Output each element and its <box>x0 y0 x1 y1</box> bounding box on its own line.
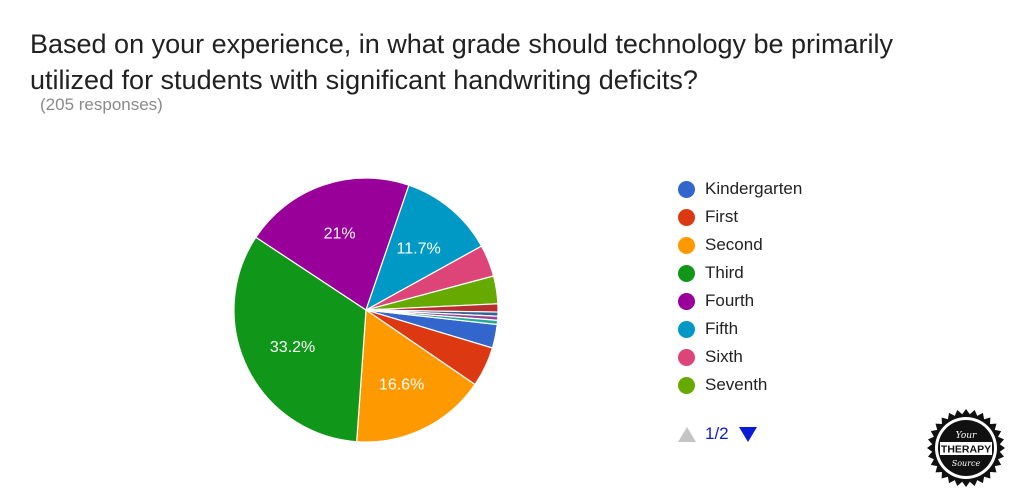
legend-dot <box>678 292 695 310</box>
pie-slice-second[interactable] <box>356 308 476 443</box>
pie-slices <box>233 177 499 443</box>
legend-dot <box>678 264 695 282</box>
legend-dot <box>678 236 695 254</box>
triangle-up-icon[interactable] <box>678 426 696 442</box>
legend-item-first[interactable]: First <box>678 203 802 231</box>
response-count: (205 responses) <box>40 95 163 114</box>
chart-legend: Kindergarten First Second Third Fourth F… <box>678 175 802 399</box>
legend-item-second[interactable]: Second <box>678 231 802 259</box>
pie-slice-labels: 16.6% 33.2% 21% 11.7% <box>270 226 441 394</box>
legend-label: Kindergarten <box>705 179 803 198</box>
pie-slice-fifth[interactable] <box>364 184 483 312</box>
legend-item-sixth[interactable]: Sixth <box>678 343 802 371</box>
legend-item-third[interactable]: Third <box>678 259 802 287</box>
legend-label: Fourth <box>705 291 755 310</box>
legend-label: Second <box>705 235 763 254</box>
badge-banner <box>940 442 992 455</box>
badge-text-therapy: THERAPY <box>941 444 991 456</box>
title-line-2: utilized for students with significant h… <box>30 65 698 95</box>
slice-label-fifth: 11.7% <box>397 240 441 257</box>
your-therapy-source-logo: Your THERAPY Source <box>927 409 1005 487</box>
legend-label: Fifth <box>705 319 739 338</box>
chart-title: Based on your experience, in what grade … <box>30 26 1010 98</box>
badge-text-source: Source <box>952 459 981 468</box>
legend-item-fourth[interactable]: Fourth <box>678 287 802 315</box>
pie-slice-eleventh[interactable] <box>365 309 499 326</box>
slice-label-third: 33.2% <box>270 339 315 356</box>
badge-text-your: Your <box>956 431 977 441</box>
legend-dot <box>678 320 695 338</box>
title-line-1: Based on your experience, in what grade … <box>30 29 894 59</box>
legend-dot <box>678 208 695 226</box>
legend-dot <box>678 180 695 198</box>
legend-page-indicator: 1/2 <box>705 424 729 443</box>
legend-item-seventh[interactable]: Seventh <box>678 371 802 399</box>
legend-label: First <box>705 207 739 226</box>
slice-label-second: 16.6% <box>379 377 424 394</box>
pie-slice-fourth[interactable] <box>255 177 410 311</box>
triangle-down-icon[interactable] <box>738 426 757 442</box>
legend-label: Sixth <box>705 347 743 366</box>
legend-label: Third <box>705 263 744 282</box>
slice-label-fourth: 21% <box>324 226 356 243</box>
legend-label: Seventh <box>705 375 768 394</box>
legend-dot <box>678 348 695 366</box>
legend-item-kindergarten[interactable]: Kindergarten <box>678 175 802 203</box>
legend-item-fifth[interactable]: Fifth <box>678 315 802 343</box>
legend-dot <box>678 376 695 394</box>
legend-pager: 1/2 <box>678 424 757 444</box>
